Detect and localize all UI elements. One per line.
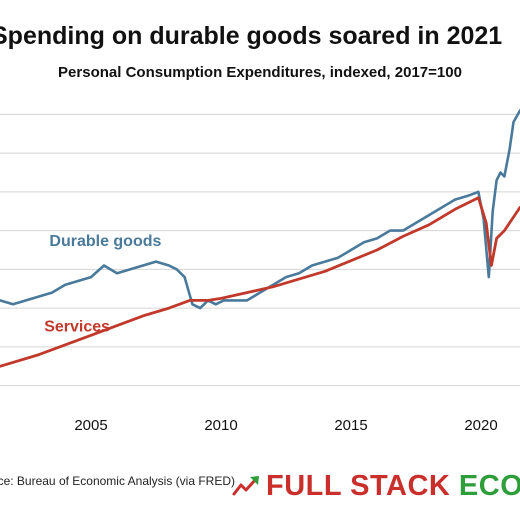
brand-logo: FULL STACK ECONOMICS <box>232 468 520 508</box>
source-note: Source: Bureau of Economic Analysis (via… <box>0 474 235 488</box>
series-labels: Durable goods Services <box>44 233 161 335</box>
x-tick-label: 2020 <box>464 417 497 434</box>
x-tick-label: 2015 <box>334 417 367 434</box>
brand-name-part1: FULL STACK <box>266 470 451 502</box>
x-tick-label: 2005 <box>74 417 107 434</box>
x-tick-label: 2010 <box>204 417 237 434</box>
series-label: Services <box>44 318 110 335</box>
chart-title: Spending on durable goods soared in 2021 <box>0 22 503 50</box>
brand-name: FULL STACK ECONOMICS <box>266 470 520 503</box>
trend-arrow-icon <box>232 476 259 496</box>
durable-goods-series-line <box>0 109 520 310</box>
series-layer <box>0 109 520 368</box>
services-series-line <box>0 196 520 368</box>
series-label: Durable goods <box>49 233 161 250</box>
x-axis-ticks: 2005 2010 2015 2020 <box>74 417 497 434</box>
line-chart: 2005 2010 2015 2020 Durable goods Services <box>0 109 520 434</box>
brand-name-part2: ECONOMICS <box>458 470 520 502</box>
gridlines <box>0 113 520 387</box>
chart-subtitle: Personal Consumption Expenditures, index… <box>58 64 462 81</box>
